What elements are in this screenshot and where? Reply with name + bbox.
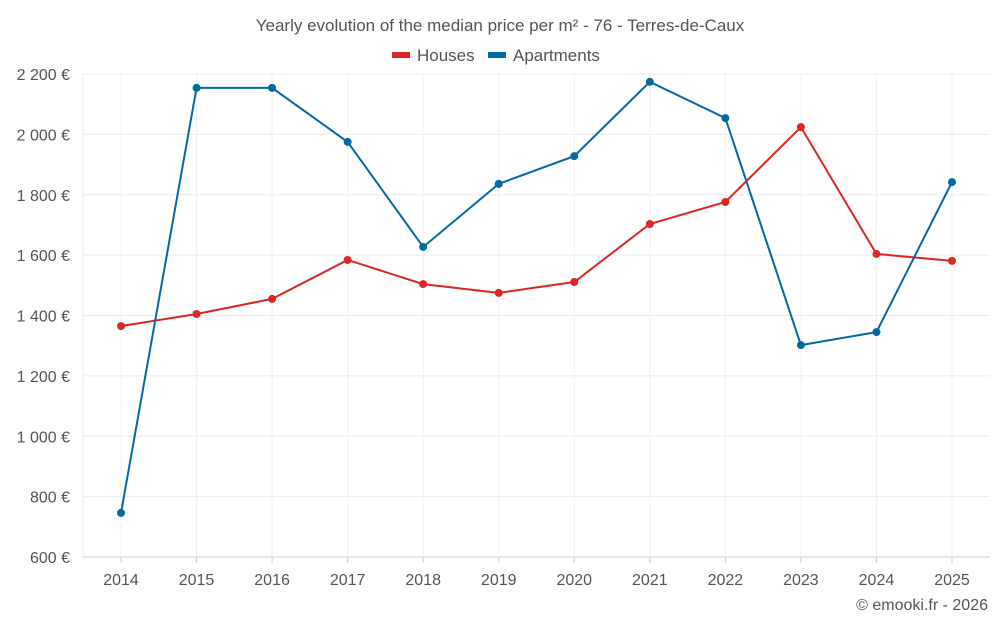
apartments-point xyxy=(948,178,956,187)
y-tick-label: 2 200 € xyxy=(17,67,70,84)
series-apartments xyxy=(117,77,956,517)
x-tick-label: 2015 xyxy=(179,572,215,589)
houses-point xyxy=(192,309,201,318)
x-tick-label: 2021 xyxy=(632,572,668,589)
y-tick-label: 1 400 € xyxy=(17,309,70,326)
apartments-point xyxy=(192,83,201,92)
houses-point xyxy=(872,249,881,258)
y-tick-label: 800 € xyxy=(30,490,70,507)
x-tick-label: 2018 xyxy=(405,572,441,589)
y-tick-label: 1 600 € xyxy=(17,248,70,265)
legend-label-houses: Houses xyxy=(417,46,475,65)
x-tick-label: 2016 xyxy=(254,572,290,589)
houses-point xyxy=(343,255,352,264)
legend-swatch-apartments xyxy=(488,52,506,58)
y-tick-label: 600 € xyxy=(30,550,70,567)
x-tick-label: 2025 xyxy=(934,572,970,589)
x-tick-label: 2020 xyxy=(556,572,592,589)
legend: Houses Apartments xyxy=(392,46,600,65)
apartments-point xyxy=(117,508,125,517)
houses-point xyxy=(645,220,654,229)
y-tick-label: 1 200 € xyxy=(17,369,70,386)
houses-line xyxy=(120,125,953,328)
apartments-point xyxy=(796,341,805,350)
series-houses xyxy=(117,123,956,331)
houses-point xyxy=(268,294,277,303)
grid xyxy=(82,73,990,563)
x-tick-label: 2022 xyxy=(708,572,744,589)
series-group xyxy=(117,77,956,517)
x-tick-label: 2024 xyxy=(859,572,895,589)
apartments-point xyxy=(872,328,881,337)
x-tick-label: 2023 xyxy=(783,572,819,589)
houses-point xyxy=(948,256,956,265)
y-tick-label: 1 000 € xyxy=(17,429,70,446)
apartments-point xyxy=(570,152,579,161)
apartments-point xyxy=(343,137,352,146)
apartments-point xyxy=(645,77,654,86)
houses-point xyxy=(419,280,428,289)
apartments-point xyxy=(419,242,428,251)
y-tick-label: 2 000 € xyxy=(17,127,70,144)
apartments-point xyxy=(721,114,730,123)
x-tick-label: 2014 xyxy=(103,572,139,589)
legend-label-apartments: Apartments xyxy=(513,46,600,65)
houses-point xyxy=(721,197,730,206)
y-tick-label: 1 800 € xyxy=(17,188,70,205)
apartments-point xyxy=(494,179,503,188)
chart-title: Yearly evolution of the median price per… xyxy=(256,16,745,35)
x-tick-label: 2019 xyxy=(481,572,517,589)
houses-point xyxy=(796,123,805,132)
houses-point xyxy=(570,277,579,286)
houses-point xyxy=(494,288,503,297)
apartments-line xyxy=(120,80,953,514)
legend-swatch-houses xyxy=(392,52,410,58)
houses-point xyxy=(117,322,125,331)
y-axis: 600 € 800 € 1 000 € 1 200 € 1 400 € 1 600 € 1 … xyxy=(17,67,70,567)
credit: © emooki.fr - 2026 xyxy=(856,597,988,614)
x-axis: 2014 2015 2016 2017 2018 2019 2020 2021 2022 2023… xyxy=(103,572,970,589)
x-tick-label: 2017 xyxy=(330,572,366,589)
apartments-point xyxy=(268,83,277,92)
